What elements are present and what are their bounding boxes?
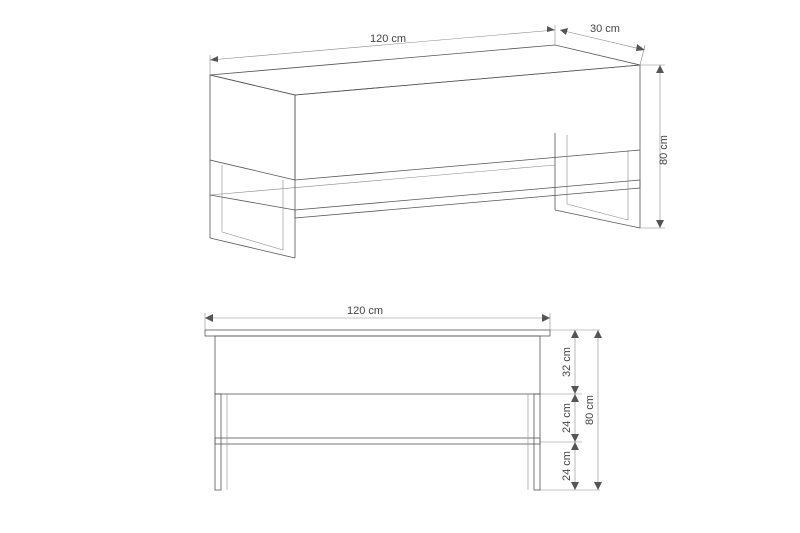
- dim-iso-depth-label: 30 cm: [590, 23, 620, 35]
- dim-front-width: 120 cm: [205, 305, 550, 330]
- perspective-view: 120 cm 30 cm 80 cm: [210, 23, 670, 258]
- iso-front-upper: [295, 65, 640, 180]
- iso-shelf-depth-left: [210, 195, 295, 210]
- iso-left-leg-bottom-inner: [222, 232, 283, 250]
- dim-front-bottom-section-label: 24 cm: [561, 451, 573, 481]
- iso-left-upper: [210, 75, 295, 180]
- dim-iso-width-label: 120 cm: [370, 33, 406, 45]
- front-elevation: 120 cm 32 cm 24 cm 24 cm: [205, 305, 602, 490]
- iso-right-leg-bottom: [555, 210, 640, 228]
- iso-top-face: [210, 45, 640, 95]
- front-top-slab: [205, 330, 550, 336]
- iso-shelf-front-bot: [295, 188, 640, 218]
- dim-front-mid-section-label: 24 cm: [561, 403, 573, 433]
- dim-iso-depth: 30 cm: [560, 23, 645, 65]
- dim-front-total-height-label: 80 cm: [584, 395, 596, 425]
- front-left-leg-outer: [215, 394, 221, 490]
- dim-front-width-label: 120 cm: [347, 305, 383, 317]
- iso-shelf-back: [210, 165, 555, 195]
- dim-iso-height-label: 80 cm: [658, 135, 670, 165]
- dim-front-total-height: 80 cm: [584, 330, 602, 490]
- front-shelf-slab: [215, 438, 540, 444]
- technical-drawing: 120 cm 30 cm 80 cm: [0, 0, 800, 533]
- dim-iso-width: 120 cm: [210, 25, 555, 75]
- iso-right-leg-bottom-inner: [567, 204, 628, 220]
- iso-shelf-front-top: [295, 180, 640, 210]
- front-upper-box: [215, 336, 540, 394]
- dim-iso-height: 80 cm: [640, 65, 670, 228]
- front-right-leg-outer: [534, 394, 540, 490]
- dim-front-top-section-label: 32 cm: [561, 347, 573, 377]
